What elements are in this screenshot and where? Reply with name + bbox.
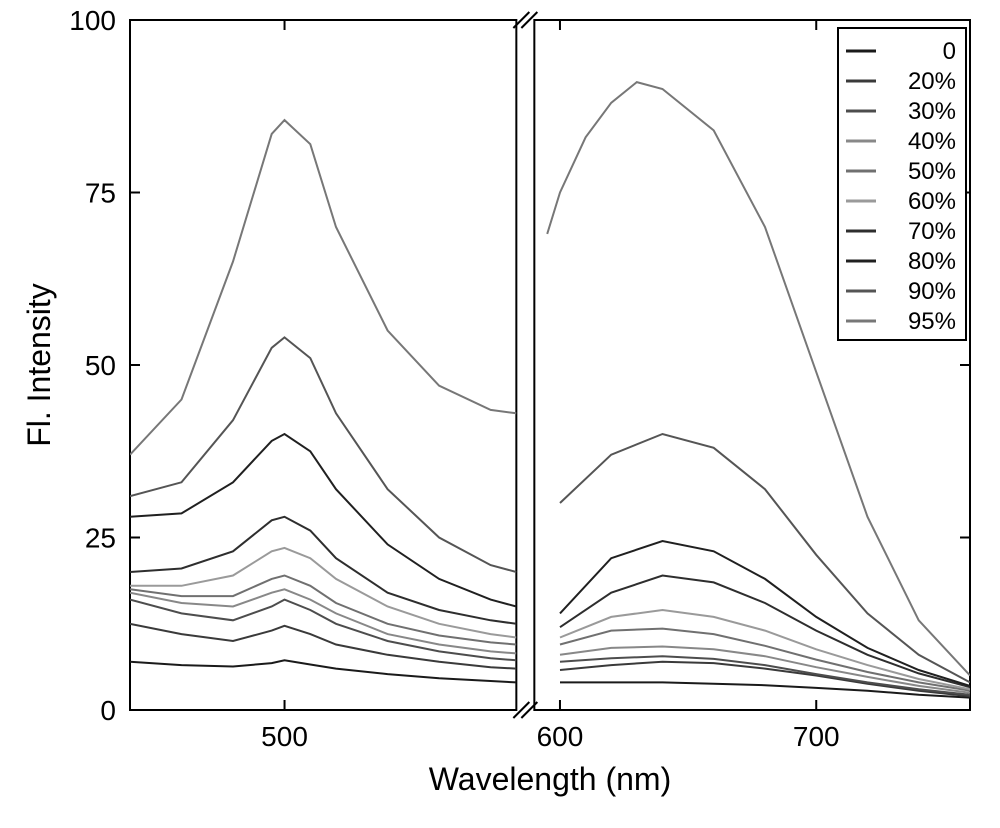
y-tick-label: 0	[100, 695, 116, 726]
x-tick-label: 500	[261, 721, 308, 752]
legend-label: 80%	[908, 248, 956, 275]
legend-label: 50%	[908, 158, 956, 185]
y-tick-label: 100	[69, 5, 116, 36]
legend-label: 0	[943, 38, 956, 65]
legend-label: 90%	[908, 278, 956, 305]
legend-label: 20%	[908, 68, 956, 95]
x-tick-label: 700	[793, 721, 840, 752]
legend-label: 60%	[908, 188, 956, 215]
legend-label: 95%	[908, 308, 956, 335]
chart-container: 0 25 50 75 100 500 600 700 Wavelength (nm) Fl. In…	[0, 0, 1000, 828]
series-line	[130, 589, 516, 653]
series-line	[130, 517, 516, 624]
y-tick-label: 50	[85, 350, 116, 381]
series-line	[130, 337, 516, 572]
x-tick-label: 600	[537, 721, 584, 752]
series-line	[130, 120, 516, 455]
legend-label: 30%	[908, 98, 956, 125]
x-axis-label: Wavelength (nm)	[429, 761, 671, 797]
series-line	[560, 629, 970, 691]
series-line	[130, 600, 516, 661]
series-line	[130, 548, 516, 638]
y-axis-label: Fl. Intensity	[21, 283, 57, 447]
y-tick-label: 75	[85, 178, 116, 209]
y-tick-label: 25	[85, 523, 116, 554]
series-line	[130, 434, 516, 607]
series-line	[560, 662, 970, 697]
legend-label: 70%	[908, 218, 956, 245]
series-line	[560, 610, 970, 689]
legend-label: 40%	[908, 128, 956, 155]
fluorescence-chart: 0 25 50 75 100 500 600 700 Wavelength (nm) Fl. In…	[0, 0, 1000, 828]
